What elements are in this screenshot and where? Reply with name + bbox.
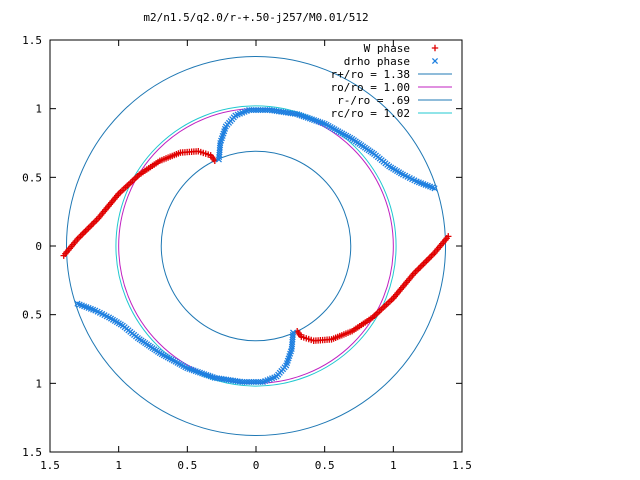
chart-title: m2/n1.5/q2.0/r-+.50-j257/M0.01/512 <box>143 11 368 24</box>
data-point-interpolated <box>248 106 255 114</box>
data-point <box>431 185 438 192</box>
data-point-interpolated <box>255 106 262 114</box>
data-point <box>246 106 253 114</box>
data-point-interpolated <box>262 106 269 114</box>
x-tick-label: 1.5 <box>452 459 472 472</box>
legend-label: r+/ro = 1.38 <box>331 68 410 81</box>
axis-ticks: 1.5 1 0.5 0 0.5 1 1.51.510.500.511.5 <box>22 34 472 472</box>
data-point-interpolated <box>255 378 262 386</box>
data-point-interpolated <box>257 106 264 114</box>
data-point-interpolated <box>252 378 260 386</box>
data-point-interpolated <box>250 106 257 114</box>
data-point <box>259 378 266 386</box>
legend-marker <box>431 57 439 65</box>
y-tick-label: 1 <box>35 377 42 390</box>
data-point-interpolated <box>252 106 260 114</box>
legend-label: W phase <box>364 42 410 55</box>
x-tick-label: 0 <box>253 459 260 472</box>
x-tick-label: 0.5 <box>315 459 335 472</box>
legend-label: ro/ro = 1.00 <box>331 81 410 94</box>
reference-circle-2 <box>160 150 352 342</box>
x-tick-label: 1.5 <box>40 459 60 472</box>
legend-label: rc/ro = 1.02 <box>331 107 410 120</box>
data-point <box>74 300 81 307</box>
series-points <box>60 106 452 386</box>
x-tick-label: 0.5 <box>177 459 197 472</box>
y-tick-label: 0 <box>35 240 42 253</box>
legend-label: drho phase <box>344 55 410 68</box>
y-tick-label: 1.5 <box>22 34 42 47</box>
data-point-interpolated <box>243 378 250 386</box>
data-point-interpolated <box>250 378 257 386</box>
data-point-interpolated <box>248 378 255 386</box>
legend-marker <box>431 44 439 52</box>
x-tick-label: 1 <box>115 459 122 472</box>
x-tick-label: 1 <box>390 459 397 472</box>
legend-label: r-/ro = .69 <box>337 94 410 107</box>
y-tick-label: 1 <box>35 103 42 116</box>
series-0 <box>60 148 452 344</box>
data-point-interpolated <box>246 378 253 386</box>
reference-circle-3 <box>115 105 397 387</box>
y-tick-label: 0.5 <box>22 171 42 184</box>
data-point-interpolated <box>259 106 266 114</box>
series-1 <box>74 106 438 386</box>
y-tick-label: 1.5 <box>22 446 42 459</box>
data-point-interpolated <box>257 378 264 386</box>
y-tick-label: 0.5 <box>22 309 42 322</box>
reference-circle-0 <box>65 55 447 437</box>
